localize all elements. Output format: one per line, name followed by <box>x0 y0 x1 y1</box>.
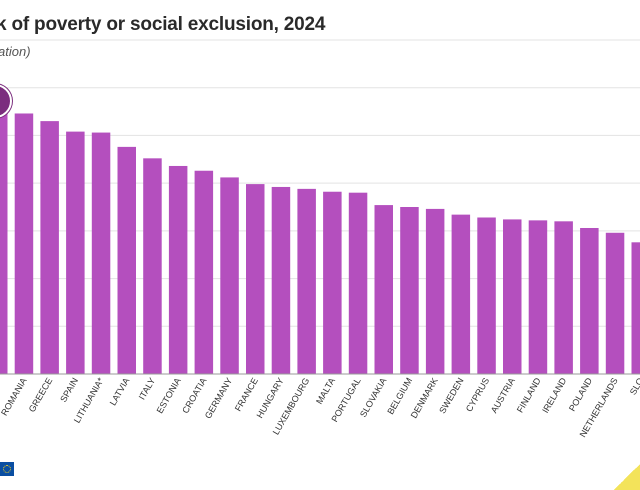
bar <box>91 132 111 374</box>
bar <box>220 177 239 374</box>
bar <box>477 217 496 374</box>
category-label: IRELAND <box>540 376 568 415</box>
category-label: LATVIA <box>108 376 132 407</box>
category-label: FRANCE <box>233 376 260 413</box>
bar <box>66 131 85 374</box>
category-label: ROMANIA <box>0 376 29 417</box>
category-label: DENMARK <box>409 376 440 420</box>
bar <box>554 221 573 374</box>
bars <box>0 92 640 374</box>
category-label: SWEDEN <box>437 376 465 415</box>
category-label: FINLAND <box>515 376 543 415</box>
bar <box>323 191 342 374</box>
bar <box>605 232 625 374</box>
category-label: SPAIN <box>58 376 80 404</box>
bar <box>400 207 419 374</box>
corner-decoration <box>614 464 640 490</box>
bar <box>143 158 162 374</box>
bar <box>297 188 316 374</box>
bar <box>14 113 34 374</box>
bar <box>168 165 188 374</box>
bar <box>580 227 599 374</box>
category-label: GREECE <box>27 376 55 414</box>
category-label: CYPRUS <box>464 376 491 413</box>
category-label: SLOVAKIA <box>358 376 389 419</box>
category-label: POLAND <box>567 376 594 413</box>
eu-flag-icon <box>0 462 14 476</box>
bar <box>271 186 291 374</box>
chart-subtitle: ation) <box>0 44 31 59</box>
category-label: BELGIUM <box>385 376 414 416</box>
category-label: MALTA <box>314 376 337 406</box>
bar <box>451 214 471 374</box>
bar <box>425 208 445 374</box>
bar <box>503 219 522 374</box>
category-label: CROATIA <box>180 376 208 415</box>
category-label: AUSTRIA <box>489 376 517 415</box>
bar <box>246 184 265 374</box>
bar <box>117 146 136 374</box>
category-label: ESTONIA <box>155 376 183 415</box>
bar <box>194 170 214 374</box>
category-label: ITALY <box>137 376 158 402</box>
bar <box>374 205 393 374</box>
category-label: SLO <box>628 376 640 397</box>
bar <box>0 92 8 374</box>
bar <box>40 121 59 374</box>
bar <box>528 220 548 374</box>
chart-title: k of poverty or social exclusion, 2024 <box>0 14 326 35</box>
bar <box>631 242 640 374</box>
bar <box>348 192 368 374</box>
